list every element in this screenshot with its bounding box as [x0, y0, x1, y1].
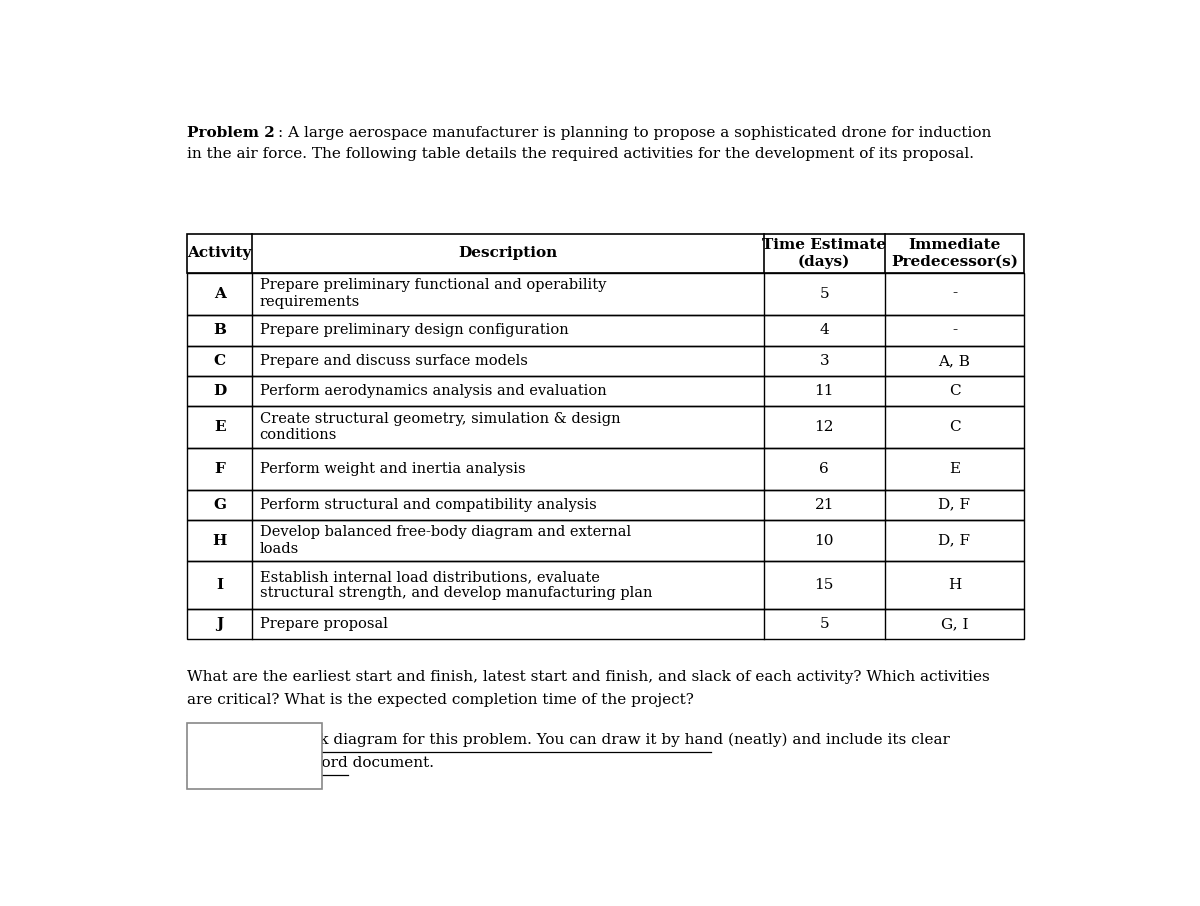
Bar — [187, 448, 1025, 489]
Text: F: F — [215, 462, 226, 476]
Text: C: C — [214, 354, 226, 368]
Text: Provide a network diagram for this problem. You can draw it by hand (neatly) and: Provide a network diagram for this probl… — [187, 733, 950, 747]
Text: 21: 21 — [815, 497, 834, 512]
Bar — [187, 314, 1025, 346]
Text: ES: ES — [194, 729, 211, 743]
Text: 11: 11 — [815, 384, 834, 398]
Text: 5: 5 — [820, 286, 829, 301]
Text: 4: 4 — [820, 323, 829, 337]
FancyBboxPatch shape — [187, 723, 322, 789]
Text: Develop balanced free-body diagram and external
loads: Develop balanced free-body diagram and e… — [259, 525, 631, 555]
Text: E: E — [214, 419, 226, 434]
Text: : A large aerospace manufacturer is planning to propose a sophisticated drone fo: : A large aerospace manufacturer is plan… — [278, 126, 991, 140]
Text: C: C — [949, 384, 960, 398]
Text: Time Estimate
(days): Time Estimate (days) — [762, 238, 887, 269]
Text: Establish internal load distributions, evaluate
structural strength, and develop: Establish internal load distributions, e… — [259, 570, 653, 601]
Text: picture in your Word document.: picture in your Word document. — [187, 757, 434, 770]
Text: 6: 6 — [820, 462, 829, 476]
Text: EF: EF — [298, 729, 314, 743]
Text: H: H — [948, 578, 961, 593]
Text: E: E — [949, 462, 960, 476]
Text: are critical? What is the expected completion time of the project?: are critical? What is the expected compl… — [187, 692, 694, 707]
Bar — [187, 520, 1025, 562]
Text: B: B — [214, 323, 227, 337]
Text: -: - — [952, 323, 958, 337]
Text: LF: LF — [299, 769, 314, 782]
Bar — [187, 406, 1025, 448]
Text: What are the earliest start and finish, latest start and finish, and slack of ea: What are the earliest start and finish, … — [187, 670, 990, 684]
Text: I: I — [216, 578, 223, 593]
Bar — [187, 346, 1025, 376]
Text: C: C — [949, 419, 960, 434]
Text: in the air force. The following table details the required activities for the de: in the air force. The following table de… — [187, 147, 974, 161]
Text: 15: 15 — [815, 578, 834, 593]
Text: 10: 10 — [815, 534, 834, 547]
Text: A, B: A, B — [938, 354, 971, 368]
Bar — [187, 562, 1025, 609]
Text: D: D — [214, 384, 227, 398]
Text: J: J — [216, 617, 223, 631]
Text: -: - — [952, 286, 958, 301]
Text: 3: 3 — [820, 354, 829, 368]
Text: G: G — [214, 497, 227, 512]
Text: 5: 5 — [820, 617, 829, 631]
Text: Activity (Duration): Activity (Duration) — [199, 749, 311, 762]
Text: D, F: D, F — [938, 497, 971, 512]
Bar — [187, 235, 1025, 273]
Text: Prepare preliminary functional and operability
requirements: Prepare preliminary functional and opera… — [259, 278, 606, 309]
Bar — [187, 489, 1025, 520]
Text: Perform weight and inertia analysis: Perform weight and inertia analysis — [259, 462, 526, 476]
Text: D, F: D, F — [938, 534, 971, 547]
Text: Prepare preliminary design configuration: Prepare preliminary design configuration — [259, 323, 569, 337]
Text: H: H — [212, 534, 227, 547]
Text: A: A — [214, 286, 226, 301]
Text: Perform structural and compatibility analysis: Perform structural and compatibility ana… — [259, 497, 596, 512]
Bar — [187, 376, 1025, 406]
Text: LS: LS — [194, 769, 210, 782]
Text: Description: Description — [458, 246, 558, 261]
Text: Immediate
Predecessor(s): Immediate Predecessor(s) — [890, 238, 1018, 268]
Text: Prepare and discuss surface models: Prepare and discuss surface models — [259, 354, 528, 368]
Text: Perform aerodynamics analysis and evaluation: Perform aerodynamics analysis and evalua… — [259, 384, 606, 398]
Text: G, I: G, I — [941, 617, 968, 631]
Text: Create structural geometry, simulation & design
conditions: Create structural geometry, simulation &… — [259, 411, 620, 442]
Text: Activity: Activity — [187, 246, 252, 261]
Bar — [187, 273, 1025, 314]
Text: Problem 2: Problem 2 — [187, 126, 275, 140]
Bar — [187, 609, 1025, 639]
Text: Prepare proposal: Prepare proposal — [259, 617, 388, 631]
Text: 12: 12 — [815, 419, 834, 434]
